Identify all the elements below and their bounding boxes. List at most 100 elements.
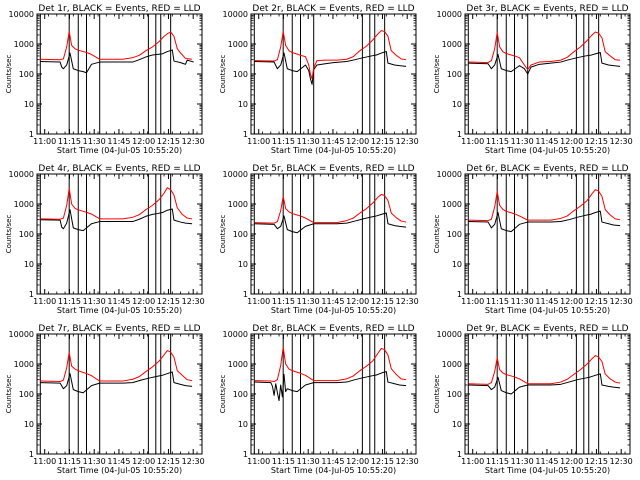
x-axis-label: Start Time (04-Jul-05 10:55:20): [57, 146, 182, 155]
x-tick-label: 11:45: [321, 457, 344, 466]
x-axis-label: Start Time (04-Jul-05 10:55:20): [485, 146, 610, 155]
panel-title: Det 2r, BLACK = Events, RED = LLD: [252, 4, 414, 14]
x-tick-label: 11:30: [83, 297, 106, 306]
x-tick-label: 11:15: [272, 297, 295, 306]
x-tick-label: 11:45: [535, 457, 558, 466]
x-tick-label: 11:45: [107, 297, 130, 306]
panel-title: Det 1r, BLACK = Events, RED = LLD: [38, 4, 200, 14]
x-tick-label: 12:15: [371, 297, 394, 306]
y-axis-label: Counts/sec: [219, 215, 227, 254]
x-tick-label: 12:15: [157, 457, 180, 466]
series-line-lld: [468, 189, 621, 222]
x-tick-label: 12:00: [560, 137, 583, 146]
x-tick-label: 11:15: [58, 297, 81, 306]
series-line-events: [254, 212, 407, 234]
chart-panel-6: Det 6r, BLACK = Events, RED = LLD 1 10 100 1…: [433, 164, 633, 315]
x-axis-label: Start Time (04-Jul-05 10:55:20): [271, 306, 396, 315]
x-tick-label: 12:00: [132, 457, 155, 466]
x-tick-label: 11:00: [461, 137, 484, 146]
series-line-events: [40, 208, 193, 232]
x-axis-label: Start Time (04-Jul-05 10:55:20): [271, 466, 396, 475]
series-line-lld: [40, 31, 193, 61]
x-tick-label: 12:30: [610, 297, 633, 306]
y-tick-label: 1: [29, 290, 34, 299]
x-tick-label: 11:30: [511, 297, 534, 306]
x-tick-label: 12:15: [585, 137, 608, 146]
series-line-lld: [468, 355, 621, 385]
x-tick-label: 12:00: [132, 297, 155, 306]
chart-panel-4: Det 4r, BLACK = Events, RED = LLD 1 10 100 1…: [5, 164, 205, 315]
series-line-events: [468, 210, 621, 233]
panel-title: Det 9r, BLACK = Events, RED = LLD: [466, 324, 628, 334]
chart-panel-1: Det 1r, BLACK = Events, RED = LLD 1 10 100 1…: [5, 4, 205, 155]
y-tick-label: 10: [24, 100, 34, 109]
x-axis-label: Start Time (04-Jul-05 10:55:20): [57, 306, 182, 315]
y-axis-label: Counts/sec: [5, 55, 13, 94]
y-tick-label: 100: [19, 230, 34, 239]
x-tick-label: 12:00: [560, 297, 583, 306]
y-axis-label: Counts/sec: [433, 375, 441, 414]
y-tick-label: 10000: [223, 170, 248, 179]
x-tick-label: 11:30: [511, 137, 534, 146]
chart-panel-5: Det 5r, BLACK = Events, RED = LLD 1 10 100 1…: [219, 164, 419, 315]
x-tick-label: 12:00: [346, 137, 369, 146]
y-tick-label: 1000: [442, 200, 462, 209]
x-tick-label: 11:00: [33, 137, 56, 146]
y-tick-label: 100: [447, 70, 462, 79]
x-tick-label: 11:00: [247, 297, 270, 306]
x-tick-label: 11:30: [297, 297, 320, 306]
x-tick-label: 11:30: [297, 457, 320, 466]
x-tick-label: 11:45: [321, 137, 344, 146]
y-tick-label: 10: [452, 420, 462, 429]
x-tick-label: 11:30: [297, 137, 320, 146]
chart-panel-8: Det 8r, BLACK = Events, RED = LLD 1 10 100 1…: [219, 324, 419, 475]
x-tick-label: 11:15: [486, 137, 509, 146]
y-tick-label: 1: [457, 450, 462, 459]
x-tick-label: 12:30: [182, 137, 205, 146]
y-tick-label: 1: [243, 450, 248, 459]
panel-title: Det 7r, BLACK = Events, RED = LLD: [38, 324, 200, 334]
x-tick-label: 11:00: [247, 137, 270, 146]
series-line-lld: [254, 193, 407, 224]
panel-title: Det 6r, BLACK = Events, RED = LLD: [466, 164, 628, 174]
y-tick-label: 1: [29, 130, 34, 139]
y-axis-label: Counts/sec: [219, 55, 227, 94]
x-tick-label: 12:00: [560, 457, 583, 466]
y-tick-label: 10: [452, 260, 462, 269]
x-tick-label: 12:00: [132, 137, 155, 146]
x-tick-label: 12:15: [371, 137, 394, 146]
y-tick-label: 1000: [442, 40, 462, 49]
x-tick-label: 12:30: [396, 457, 419, 466]
panel-title: Det 5r, BLACK = Events, RED = LLD: [252, 164, 414, 174]
x-tick-label: 12:30: [610, 457, 633, 466]
panel-title: Det 8r, BLACK = Events, RED = LLD: [252, 324, 414, 334]
series-line-events: [468, 373, 621, 395]
y-axis-label: Counts/sec: [5, 375, 13, 414]
y-tick-label: 10: [238, 100, 248, 109]
x-tick-label: 11:00: [33, 297, 56, 306]
x-tick-label: 11:15: [58, 457, 81, 466]
x-tick-label: 12:00: [346, 297, 369, 306]
x-tick-label: 11:00: [33, 457, 56, 466]
x-tick-label: 11:45: [535, 297, 558, 306]
y-tick-label: 1000: [228, 200, 248, 209]
y-tick-label: 1: [457, 290, 462, 299]
x-tick-label: 11:15: [486, 457, 509, 466]
y-tick-label: 10000: [9, 10, 34, 19]
y-tick-label: 10000: [223, 330, 248, 339]
x-tick-label: 11:45: [535, 137, 558, 146]
x-tick-label: 11:15: [58, 137, 81, 146]
y-tick-label: 10: [452, 100, 462, 109]
x-tick-label: 11:45: [107, 457, 130, 466]
panel-title: Det 3r, BLACK = Events, RED = LLD: [466, 4, 628, 14]
series-line-lld: [40, 187, 193, 220]
y-tick-label: 10: [24, 420, 34, 429]
x-tick-label: 12:15: [585, 297, 608, 306]
x-tick-label: 12:00: [346, 457, 369, 466]
series-line-events: [468, 52, 621, 75]
x-tick-label: 11:45: [321, 297, 344, 306]
y-tick-label: 10000: [437, 170, 462, 179]
y-tick-label: 100: [19, 390, 34, 399]
x-axis-label: Start Time (04-Jul-05 10:55:20): [57, 466, 182, 475]
